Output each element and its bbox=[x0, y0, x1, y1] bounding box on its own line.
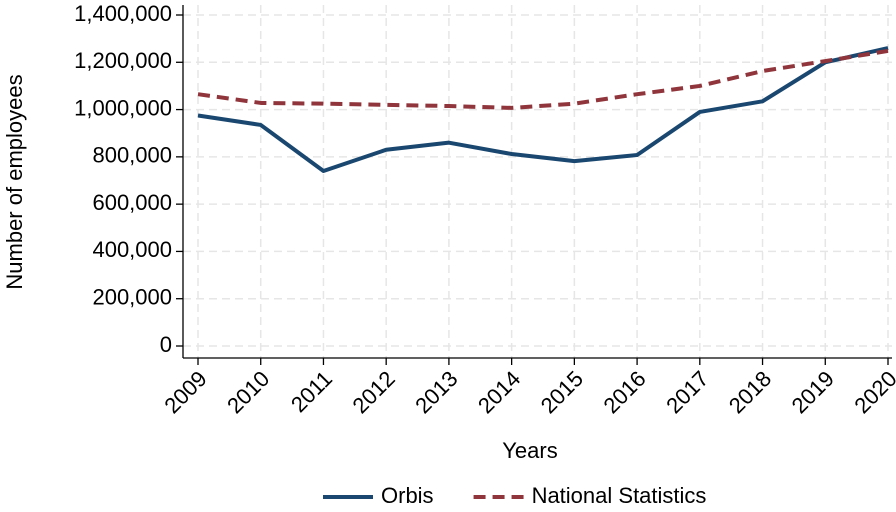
y-tick-label: 0 bbox=[160, 332, 172, 357]
y-tick-label: 400,000 bbox=[92, 237, 172, 262]
legend-label: National Statistics bbox=[532, 483, 707, 508]
x-tick-label: 2010 bbox=[222, 366, 274, 418]
x-tick-label: 2011 bbox=[286, 366, 337, 417]
y-tick-label: 1,400,000 bbox=[74, 1, 172, 26]
x-tick-label: 2013 bbox=[410, 366, 462, 418]
legend-label: Orbis bbox=[381, 483, 434, 508]
y-tick-label: 1,000,000 bbox=[74, 95, 172, 120]
series-line bbox=[197, 48, 889, 110]
x-tick-label: 2017 bbox=[661, 366, 713, 418]
x-tick-label: 2009 bbox=[159, 366, 211, 418]
x-tick-label: 2012 bbox=[348, 366, 400, 418]
x-tick-label: 2018 bbox=[724, 366, 776, 418]
x-tick-label: 2019 bbox=[787, 366, 839, 418]
x-tick-label: 2015 bbox=[536, 366, 588, 418]
series-line bbox=[197, 46, 889, 174]
y-tick-label: 800,000 bbox=[92, 143, 172, 168]
y-tick-label: 200,000 bbox=[92, 285, 172, 310]
x-tick-label: 2020 bbox=[849, 366, 896, 418]
x-axis-title: Years bbox=[502, 438, 557, 463]
y-tick-label: 1,200,000 bbox=[74, 48, 172, 73]
x-tick-label: 2016 bbox=[598, 366, 650, 418]
y-axis-title: Number of employees bbox=[2, 74, 27, 289]
x-tick-label: 2014 bbox=[473, 366, 525, 418]
y-tick-label: 600,000 bbox=[92, 190, 172, 215]
